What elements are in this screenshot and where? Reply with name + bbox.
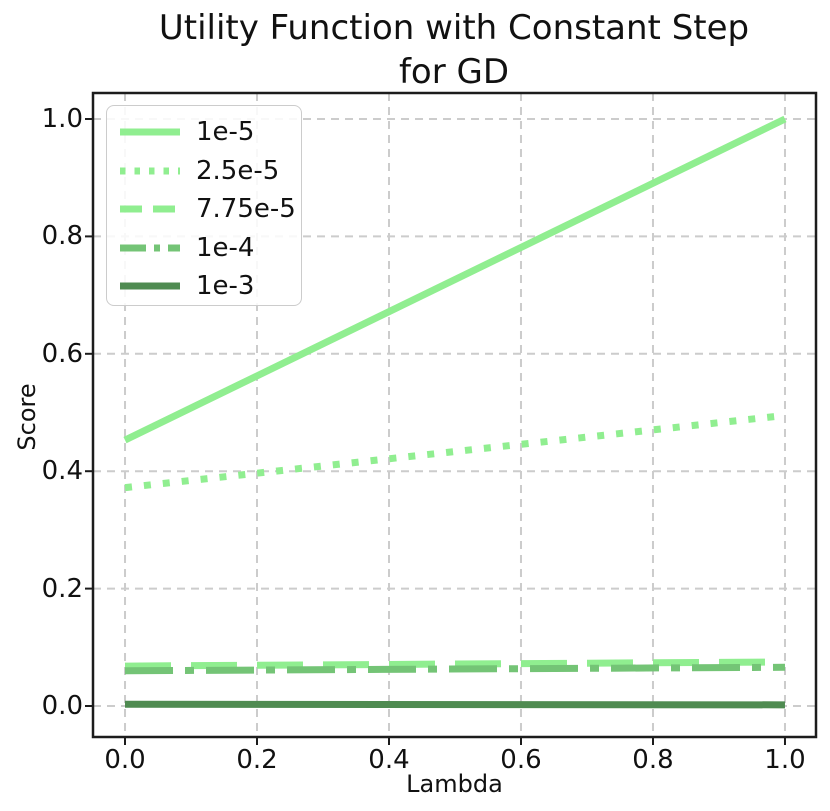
legend-line-sample-1e-5 — [120, 128, 180, 136]
legend-item-1e-5: 1e-5 — [114, 113, 301, 152]
y-tick-label: 0.2 — [41, 573, 83, 604]
legend-label: 1e-3 — [196, 271, 255, 302]
x-tick-label: 0.0 — [104, 745, 146, 775]
axes-spines — [91, 91, 818, 739]
legend-line-sample-7.75e-5 — [120, 205, 180, 213]
legend-line-sample-1e-4 — [120, 244, 180, 252]
x-tick-label: 0.6 — [500, 745, 542, 775]
series-line-1e-5 — [123, 115, 787, 444]
legend-label: 7.75e-5 — [196, 194, 296, 225]
legend-item-1e-4: 1e-4 — [114, 229, 301, 268]
series-line-1e-3 — [125, 700, 785, 709]
series-line-2.5e-5 — [124, 411, 786, 492]
y-tick-label: 0.6 — [41, 338, 83, 369]
legend: 1e-5 2.5e-5 7.75e-5 1e-4 1e-3 — [106, 105, 302, 306]
legend-item-7.75e-5: 7.75e-5 — [114, 190, 301, 229]
y-tick-label: 1.0 — [41, 104, 83, 134]
x-tick-label: 0.4 — [368, 745, 410, 775]
series-line-1e-4 — [124, 663, 785, 675]
x-axis-label: Lambda — [406, 770, 503, 798]
y-tick-label: 0.0 — [41, 691, 83, 721]
x-tick-label: 0.8 — [632, 745, 674, 775]
legend-label: 1e-4 — [196, 232, 255, 263]
legend-line-sample-2.5e-5 — [120, 167, 180, 175]
y-axis-label: Score — [13, 383, 41, 451]
y-tick-label: 0.8 — [41, 221, 83, 252]
legend-item-1e-3: 1e-3 — [114, 267, 301, 306]
series-line-7.75e-5 — [124, 658, 786, 670]
legend-label: 2.5e-5 — [196, 155, 280, 186]
legend-label: 1e-5 — [196, 117, 255, 148]
legend-item-2.5e-5: 2.5e-5 — [114, 152, 301, 191]
legend-line-sample-1e-3 — [120, 282, 180, 290]
chart-title: Utility Function with Constant Step for … — [158, 8, 750, 92]
x-tick-label: 1.0 — [764, 745, 806, 775]
y-tick-label: 0.4 — [41, 456, 83, 487]
x-tick-label: 0.2 — [236, 745, 278, 775]
